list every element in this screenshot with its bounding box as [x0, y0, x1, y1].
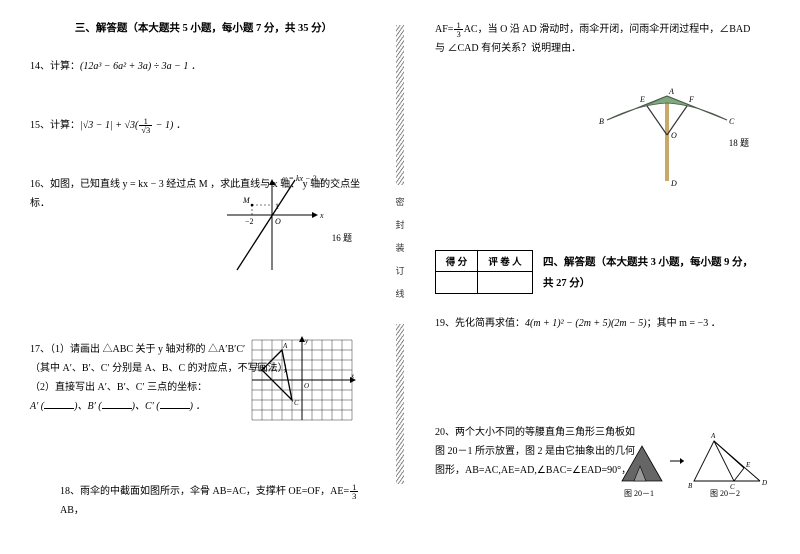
q18-num: 18、: [60, 486, 80, 497]
left-column: 三、解答题（本大题共 5 小题，每小题 7 分，共 35 分） 14、计算：(1…: [0, 0, 395, 554]
q15-frac: 1√3: [139, 117, 152, 135]
q20-line2: 图 20－1 所示放置，图 2 是由它抽象出的几何: [435, 442, 635, 461]
score-h1: 得 分: [436, 251, 478, 272]
q14-expr: (12a³ − 6a² + 3a) ÷ 3a − 1 ．: [80, 61, 201, 72]
score-h2: 评 卷 人: [478, 251, 533, 272]
svg-text:A: A: [710, 432, 716, 440]
q18-text-b: AB，: [60, 505, 84, 516]
q18-cont-line1: AF=13AC，当 O 沿 AD 滑动时，雨伞开闭，问雨伞开闭过程中，∠BAD: [435, 20, 782, 39]
q19-text-a: 先化简再求值：: [455, 318, 525, 329]
section-4-head: 得 分 评 卷 人 四、解答题（本大题共 3 小题，每小题 9 分， 共 27 …: [435, 250, 782, 294]
q18-caption: 18 题: [729, 135, 749, 152]
problem-19: 19、先化简再求值：4(m + 1)² − (2m + 5)(2m − 5)；其…: [435, 314, 782, 333]
problem-20: 20、两个大小不同的等腰直角三角形三角板如 图 20－1 所示放置，图 2 是由…: [435, 423, 782, 513]
svg-text:C: C: [294, 399, 299, 407]
problem-18: 18、雨伞的中截面如图所示，伞骨 AB=AC，支撑杆 OE=OF，AE=13 AB…: [30, 482, 377, 520]
svg-text:y = kx − 3: y = kx − 3: [282, 175, 316, 183]
q18-text-a: 雨伞的中截面如图所示，伞骨 AB=AC，支撑杆 OE=OF，AE=: [80, 486, 349, 497]
svg-text:B: B: [688, 482, 693, 490]
q14-num: 14、: [30, 61, 50, 72]
q14-prefix: 计算：: [50, 61, 80, 72]
q16-num: 16、: [30, 179, 50, 190]
q15-prefix: 计算：: [50, 120, 80, 131]
q16-graph-svg: y = kx − 3 y x M O 1 −2: [217, 175, 327, 275]
problem-16: 16、如图，已知直线 y = kx − 3 经过点 M ，求此直线与 x 轴、 …: [30, 175, 377, 285]
svg-text:M: M: [242, 196, 251, 205]
q20-line1: 20、两个大小不同的等腰直角三角形三角板如: [435, 423, 635, 442]
svg-text:O: O: [275, 217, 281, 226]
svg-text:1: 1: [275, 202, 279, 211]
hatch-bottom: [396, 324, 404, 484]
q15-expr-close: − 1) ．: [153, 120, 186, 131]
q18-frac: 13: [350, 483, 358, 501]
q19-expr: 4(m + 1)² − (2m + 5)(2m − 5): [525, 318, 647, 329]
q16-caption: 16 题: [332, 230, 352, 247]
svg-text:y: y: [319, 175, 324, 184]
svg-text:图 20－2: 图 20－2: [710, 489, 740, 498]
right-column: AF=13AC，当 O 沿 AD 滑动时，雨伞开闭，问雨伞开闭过程中，∠BAD …: [405, 0, 800, 554]
section-3-title: 三、解答题（本大题共 5 小题，每小题 7 分，共 35 分）: [30, 20, 377, 35]
svg-text:−2: −2: [245, 217, 254, 226]
q15-expr-open: |√3 − 1| + √3(: [80, 120, 138, 131]
svg-text:x: x: [350, 372, 355, 380]
q20-figure: 图 20－1 A B C D E 图 20－2: [612, 421, 772, 511]
svg-text:O: O: [671, 131, 677, 140]
svg-text:D: D: [670, 179, 677, 188]
problem-15: 15、计算：|√3 − 1| + √3(1√3 − 1) ．: [30, 116, 377, 135]
problem-17: 17、（1）请画出 △ABC 关于 y 轴对称的 △A′B′C′ （其中 A′、…: [30, 340, 377, 450]
q19-text-b: ；其中 m = −3 ．: [647, 318, 721, 329]
svg-text:图 20－1: 图 20－1: [624, 489, 654, 498]
svg-text:D: D: [761, 479, 767, 487]
svg-text:B: B: [599, 117, 604, 126]
binding-divider: 密封装订线: [395, 0, 405, 554]
svg-text:E: E: [639, 95, 645, 104]
umbrella-figure: A B C E F O D 18 题: [592, 80, 742, 200]
svg-text:A: A: [282, 342, 288, 350]
svg-text:y: y: [304, 337, 309, 345]
svg-text:x: x: [319, 211, 324, 220]
q17-grid: O x y A B C: [247, 335, 357, 430]
umbrella-svg: A B C E F O D: [592, 80, 742, 200]
svg-text:A: A: [668, 87, 674, 96]
problem-14: 14、计算：(12a³ − 6a² + 3a) ÷ 3a − 1 ．: [30, 57, 377, 76]
page: 三、解答题（本大题共 5 小题，每小题 7 分，共 35 分） 14、计算：(1…: [0, 0, 800, 554]
hatch-top: [396, 25, 404, 185]
q15-num: 15、: [30, 120, 50, 131]
svg-text:F: F: [688, 95, 694, 104]
q20-line3: 图形，AB=AC,AE=AD,∠BAC=∠EAD=90°，: [435, 461, 635, 480]
q20-svg: 图 20－1 A B C D E 图 20－2: [612, 421, 772, 511]
svg-text:O: O: [304, 382, 309, 390]
q19-num: 19、: [435, 318, 455, 329]
score-table: 得 分 评 卷 人: [435, 250, 533, 294]
svg-text:C: C: [729, 117, 735, 126]
q16-graph: y = kx − 3 y x M O 1 −2 16 题: [217, 175, 327, 275]
problem-18-cont: AF=13AC，当 O 沿 AD 滑动时，雨伞开闭，问雨伞开闭过程中，∠BAD …: [435, 20, 782, 190]
q18-cont-line2: 与 ∠CAD 有何关系？说明理由．: [435, 39, 782, 58]
svg-text:E: E: [745, 461, 751, 469]
q17-grid-svg: O x y A B C: [247, 335, 357, 430]
svg-text:B: B: [255, 362, 260, 370]
